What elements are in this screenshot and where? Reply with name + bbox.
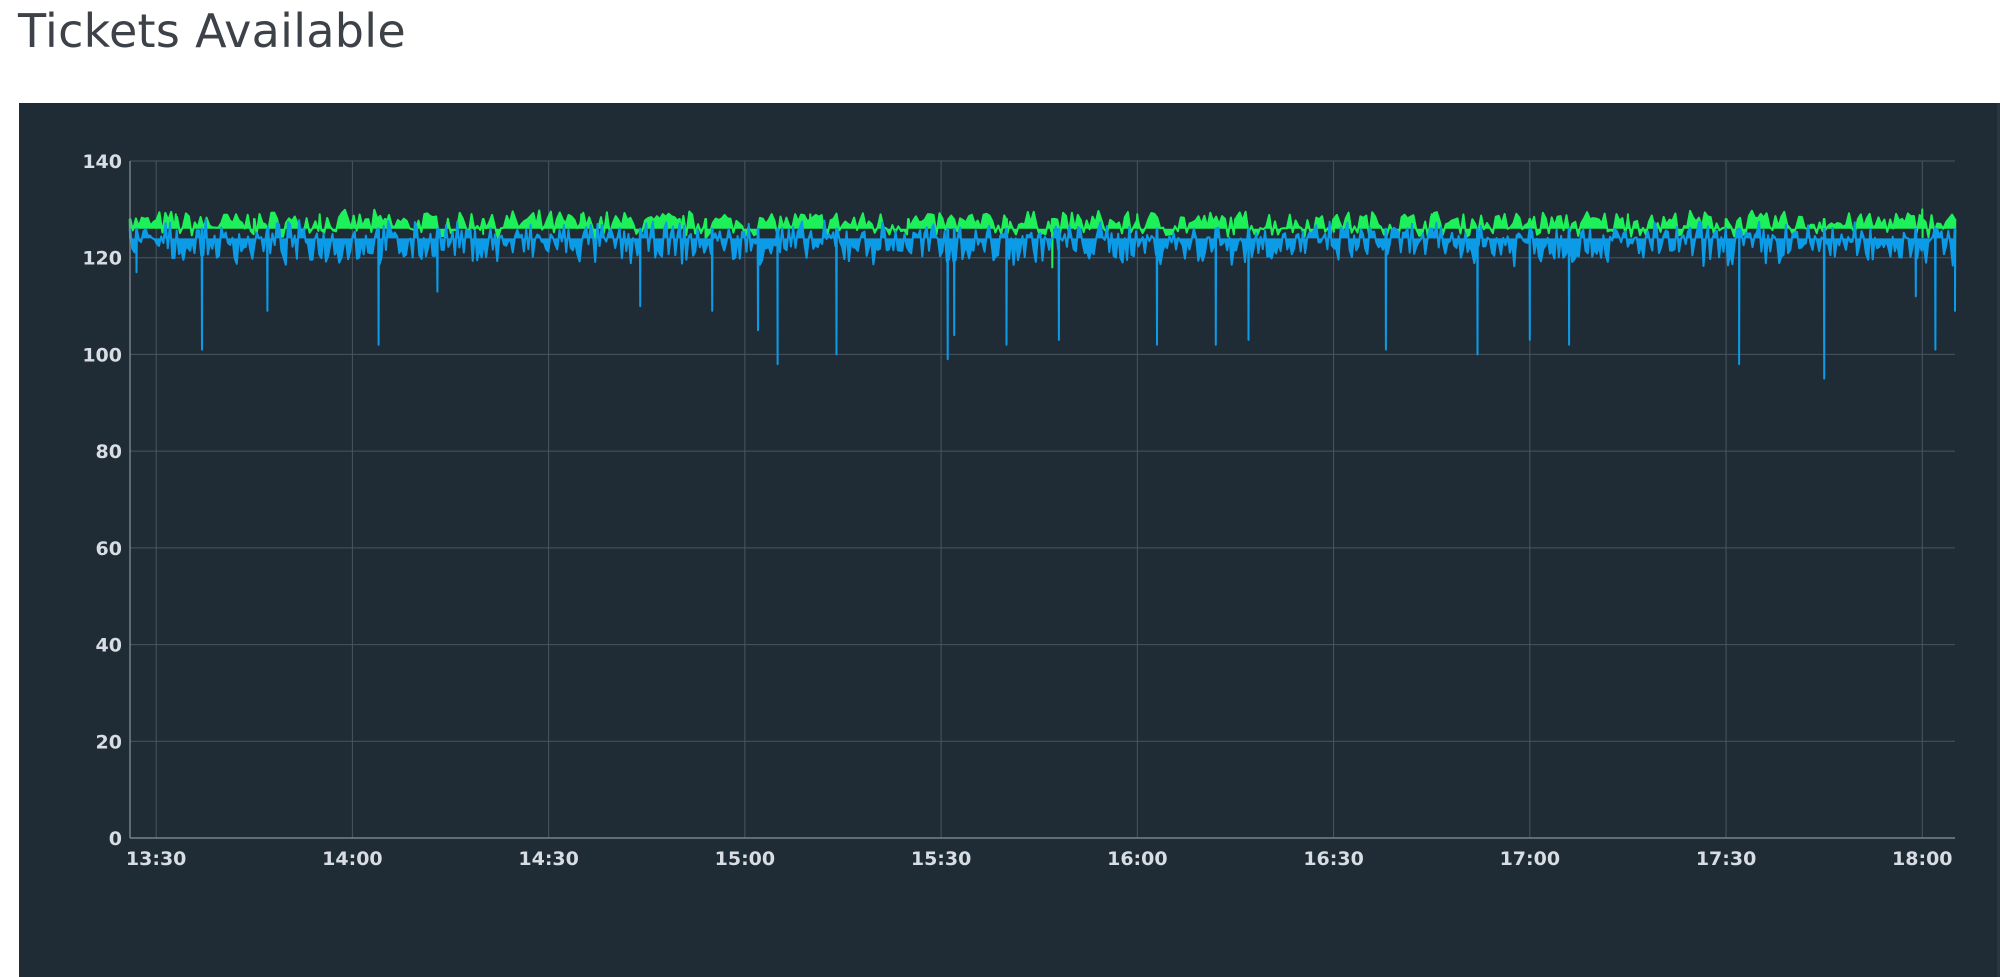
series-layer [128, 208, 1957, 380]
series-1-line [128, 218, 1957, 380]
y-tick-label: 80 [96, 441, 122, 463]
y-tick-label: 60 [96, 538, 122, 560]
x-tick-label: 18:00 [1892, 848, 1952, 870]
y-tick-label: 40 [96, 635, 122, 657]
series-0-line [128, 208, 1957, 269]
x-tick-label: 14:00 [322, 848, 382, 870]
page-title: Tickets Available [18, 4, 406, 58]
grid-layer [130, 160, 1955, 839]
x-tick-label: 15:30 [911, 848, 971, 870]
label-layer: 0 20 40 60 80 100 120 140 13:30 14:00 14:30 15:00 15… [82, 151, 1952, 870]
x-tick-label: 16:30 [1303, 848, 1363, 870]
y-tick-label: 120 [82, 248, 122, 270]
y-tick-label: 140 [82, 151, 122, 173]
axis-layer [129, 161, 1955, 839]
x-tick-label: 14:30 [518, 848, 578, 870]
x-tick-label: 16:00 [1107, 848, 1167, 870]
x-tick-label: 17:00 [1500, 848, 1560, 870]
x-tick-label: 17:30 [1696, 848, 1756, 870]
y-tick-label: 100 [82, 344, 122, 366]
y-tick-label: 20 [96, 731, 122, 753]
panel-edge [1997, 103, 2000, 977]
series-0-area [129, 209, 1956, 268]
y-tick-label: 0 [109, 828, 122, 850]
x-tick-label: 15:00 [715, 848, 775, 870]
x-tick-label: 13:30 [126, 848, 186, 870]
